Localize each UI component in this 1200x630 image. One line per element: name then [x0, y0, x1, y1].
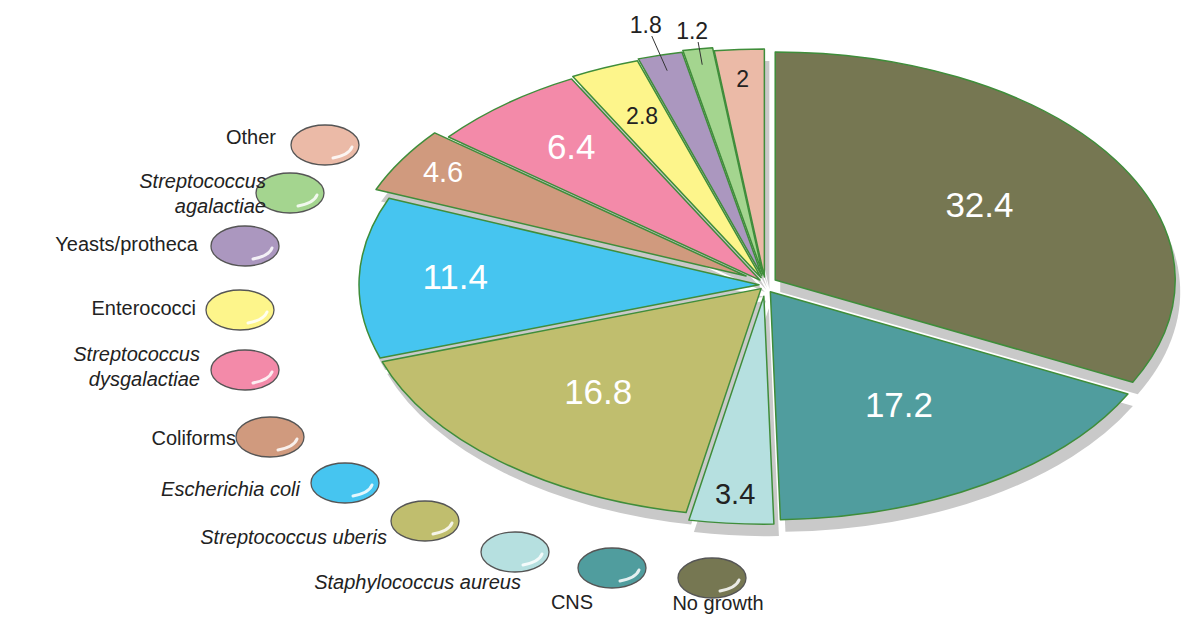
data-label: 32.4: [945, 185, 1013, 224]
legend: Other Streptococcus agalactiae Yeasts/proth…: [55, 125, 763, 614]
pie-slice: [775, 52, 1175, 382]
legend-swatch: [391, 501, 459, 541]
data-labels: 2 1.2 1.8 2.8 6.4 4.6 11.4 16.8 3.4 17.2 32.4: [422, 12, 1013, 510]
legend-swatch-highlight: [720, 580, 739, 591]
data-label: 4.6: [423, 156, 463, 188]
pie-slice: [689, 296, 774, 524]
data-label: 6.4: [547, 127, 596, 166]
legend-swatch: [311, 463, 379, 503]
legend-label: No growth: [672, 592, 763, 614]
data-label: 1.2: [676, 18, 708, 44]
legend-label-line: Streptococcus: [73, 343, 200, 365]
legend-swatch-highlight: [278, 439, 297, 450]
legend-swatch: [291, 125, 359, 165]
legend-label: Streptococcus agalactiae: [139, 170, 266, 217]
legend-label-line: agalactiae: [175, 195, 266, 217]
background: [0, 0, 1200, 630]
legend-swatch-highlight: [298, 195, 317, 206]
data-label: 3.4: [715, 478, 755, 510]
legend-label: Staphylococcus aureus: [314, 571, 521, 593]
legend-swatch-highlight: [620, 570, 639, 581]
legend-label: Yeasts/protheca: [55, 233, 199, 255]
legend-swatch: [236, 417, 304, 457]
legend-label: Enterococci: [92, 297, 197, 319]
legend-label: Other: [226, 126, 276, 148]
legend-swatch: [578, 548, 646, 588]
pie-chart-svg: 2 1.2 1.8 2.8 6.4 4.6 11.4 16.8 3.4 17.2 32.4 Other…: [0, 0, 1200, 630]
legend-swatch-highlight: [433, 523, 452, 534]
data-label: 17.2: [865, 385, 933, 424]
legend-label: CNS: [551, 591, 593, 613]
data-label: 1.8: [630, 12, 662, 38]
legend-label-line: Streptococcus: [139, 170, 266, 192]
legend-swatch-highlight: [353, 485, 372, 496]
legend-swatch: [211, 226, 279, 266]
legend-label: Coliforms: [152, 427, 236, 449]
legend-swatch-highlight: [248, 312, 267, 323]
legend-label-line: dysgalactiae: [89, 368, 200, 390]
data-label: 16.8: [564, 372, 632, 411]
legend-label: Streptococcus dysgalactiae: [73, 343, 200, 390]
data-label: 11.4: [422, 257, 488, 296]
legend-swatch: [206, 290, 274, 330]
legend-label: Streptococcus uberis: [200, 526, 387, 548]
leader-line: [698, 42, 702, 65]
legend-label: Escherichia coli: [161, 478, 301, 500]
leader-line: [652, 36, 667, 71]
legend-swatch-highlight: [523, 554, 542, 565]
legend-swatch-highlight: [333, 147, 352, 158]
chart-container: 2 1.2 1.8 2.8 6.4 4.6 11.4 16.8 3.4 17.2 32.4 Other…: [0, 0, 1200, 630]
data-label: 2.8: [626, 103, 658, 129]
data-label: 2: [736, 66, 749, 92]
legend-swatch: [481, 532, 549, 572]
slices: [359, 48, 1175, 524]
legend-swatch-highlight: [253, 372, 272, 383]
legend-swatch: [256, 173, 324, 213]
legend-swatch: [211, 350, 279, 390]
legend-swatch-highlight: [253, 248, 272, 259]
